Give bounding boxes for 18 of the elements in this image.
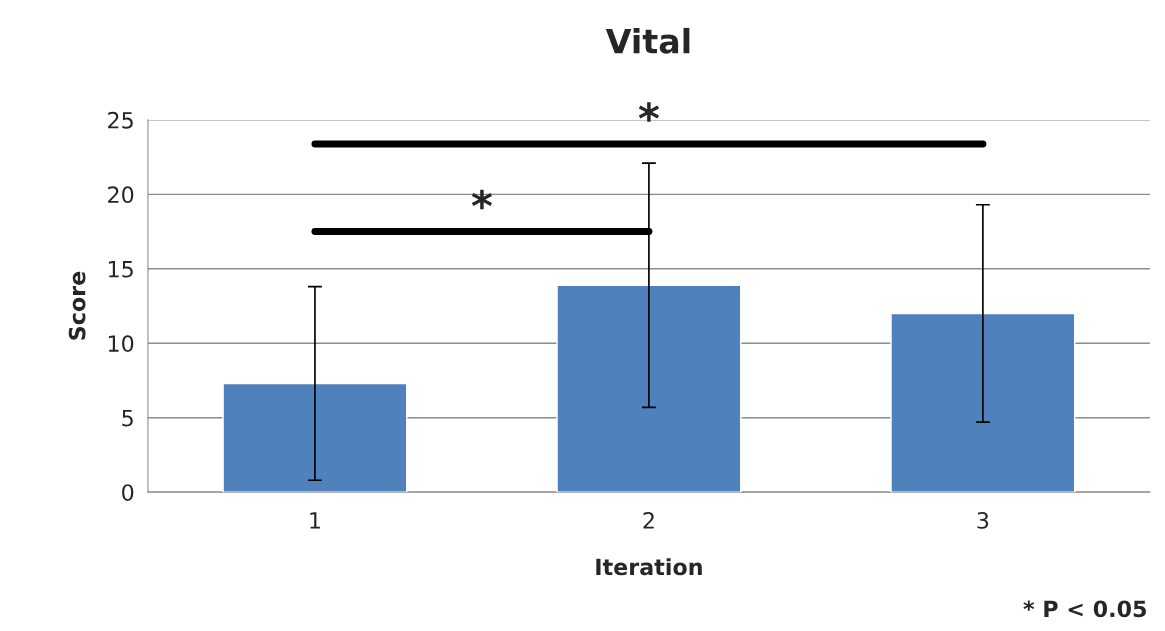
bar [222, 382, 408, 493]
annotation: * [471, 189, 492, 210]
y-tick-label: 20 [108, 186, 134, 204]
chart-title: Vital [605, 27, 690, 54]
x-axis-title: Iteration [596, 558, 702, 576]
x-tick-label: 1 [310, 512, 320, 529]
bar [556, 284, 742, 493]
x-tick-label: 3 [977, 512, 989, 529]
y-axis-title: Score [68, 271, 86, 340]
annotation: * [638, 102, 659, 122]
y-tick-label: 0 [122, 484, 134, 501]
y-tick-label: 10 [108, 335, 134, 353]
text: * P < 0.05 [1023, 600, 1146, 618]
bar [890, 312, 1076, 493]
y-tick-label: 5 [122, 409, 133, 427]
y-tick-label: 15 [108, 261, 133, 278]
y-tick-label: 25 [108, 111, 133, 129]
x-tick-label: 2 [643, 512, 654, 529]
